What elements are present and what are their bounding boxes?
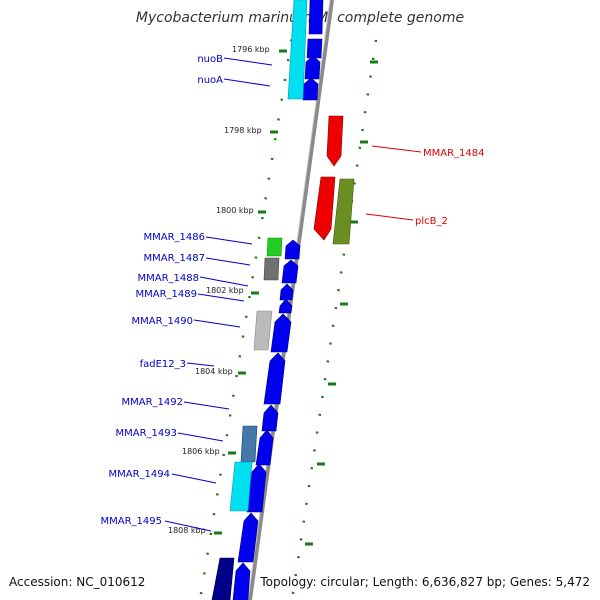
gene-olive [332,178,355,245]
gene-arrow [281,259,299,284]
gene-label[interactable]: MMAR_1492 [122,397,184,408]
gene-arrow [279,283,294,301]
topology-text: Topology: circular; Length: 6,636,827 bp… [259,575,590,589]
gene-arrow [263,352,286,405]
gene-label[interactable]: MMAR_1493 [116,428,178,439]
kbp-label: 1808 kbp [168,526,206,535]
gene-arrow [304,55,321,80]
gene-label[interactable]: MMAR_1489 [136,289,198,300]
gene-arrow [261,404,279,432]
reverse-gene-labels: MMAR_1484 plcB_2 [415,148,485,227]
kbp-label: 1804 kbp [195,367,233,376]
gene-light-gray [253,310,273,351]
gene-label[interactable]: MMAR_1484 [423,148,485,159]
kbp-label: 1798 kbp [224,126,262,135]
gene-steel-blue [240,425,258,463]
kbp-label: 1796 kbp [232,45,270,54]
gene-arrow [255,429,274,466]
forward-gene-labels: nuoB nuoA MMAR_1486 MMAR_1487 MMAR_1488 … [101,54,224,527]
gene-arrow-red [326,115,344,167]
gene-label[interactable]: MMAR_1495 [101,516,163,527]
gene-label[interactable]: plcB_2 [415,216,448,227]
kbp-label: 1806 kbp [182,447,220,456]
gene-label[interactable]: nuoB [197,54,223,65]
gene-arrow [270,313,292,353]
kbp-label: 1800 kbp [216,206,254,215]
gene-arrow [302,77,319,101]
gene-cyan [287,0,308,100]
gene-arrow [278,298,293,314]
leader-lines-forward [164,57,273,532]
gene-arrow [306,38,323,59]
gene-label[interactable]: MMAR_1490 [132,316,194,327]
inner-tick-track [198,0,300,600]
gene-label[interactable]: MMAR_1486 [144,232,206,243]
gene-navy [211,557,235,600]
gene-cyan [229,461,253,512]
gene-label[interactable]: MMAR_1487 [144,253,206,264]
gene-arrow [284,239,301,260]
gene-arrow [237,512,259,563]
major-ticks [214,49,378,546]
gene-arrow-red [313,176,336,241]
forward-strand-genes [232,0,324,600]
gene-label[interactable]: MMAR_1488 [138,273,200,284]
forward-strand-colored-genes [211,0,308,600]
gene-label[interactable]: nuoA [197,75,223,86]
gene-dark-gray [263,257,280,281]
accession-text: Accession: NC_010612 [9,575,145,589]
gene-green [266,237,283,257]
gene-label[interactable]: MMAR_1494 [109,469,171,480]
reverse-strand-genes [313,115,355,245]
leader-lines-reverse [365,145,422,221]
gene-arrow [308,0,324,35]
kbp-label: 1802 kbp [206,286,244,295]
gene-label[interactable]: fadE12_3 [140,359,186,370]
gene-arrow [232,562,251,600]
